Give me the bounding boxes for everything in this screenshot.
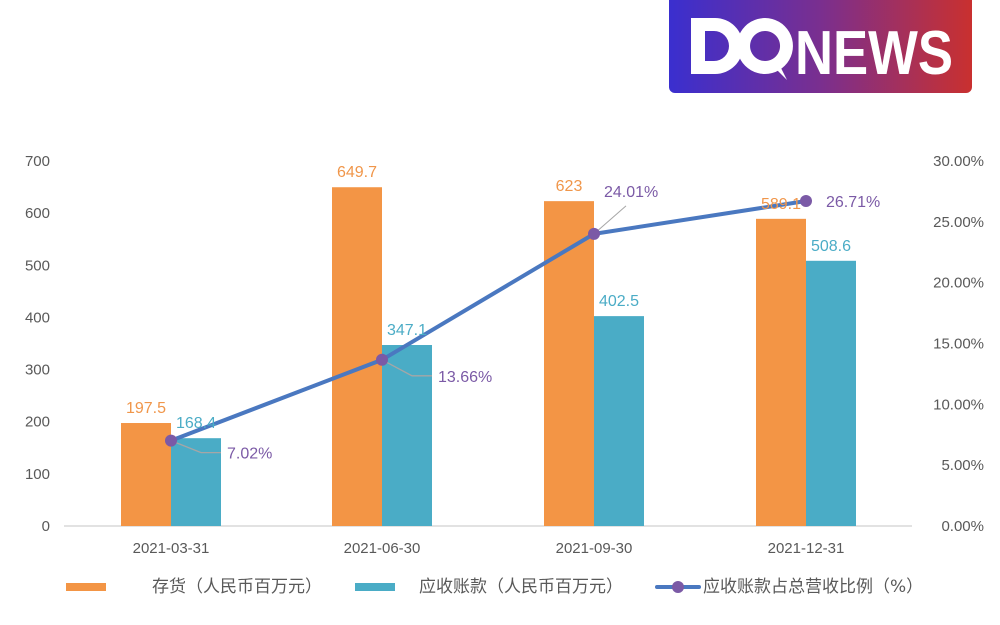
data-label-ratio: 13.66%: [438, 369, 492, 386]
right-axis-ticks: 0.00% 5.00% 10.00% 15.00% 20.00% 25.00% 30.00%: [933, 153, 984, 535]
legend-label-ratio: 应收账款占总营收比例（%）: [703, 577, 924, 597]
bar-receivables: [382, 345, 432, 526]
left-tick-label: 600: [25, 205, 50, 222]
left-tick-label: 200: [25, 414, 50, 431]
bars: [121, 187, 856, 527]
legend-swatch-receivables: [355, 583, 395, 591]
dqnews-logo: NEWS: [669, 0, 972, 93]
ratio-marker: [165, 434, 177, 447]
x-tick-label: 2021-09-30: [556, 540, 633, 557]
x-tick-label: 2021-12-31: [768, 540, 845, 557]
bar-inventory: [332, 187, 382, 527]
left-axis-ticks: 0 100 200 300 400 500 600 700: [25, 153, 50, 535]
ratio-marker: [376, 353, 388, 366]
right-tick-label: 0.00%: [941, 518, 984, 535]
data-labels: 197.5 168.4 649.7 347.1 623 402.5 589.1 508.6 7.…: [126, 164, 880, 462]
left-tick-label: 300: [25, 362, 50, 379]
data-label-receivables: 168.4: [176, 415, 216, 432]
bar-inventory: [544, 201, 594, 526]
bar-receivables: [806, 260, 856, 526]
left-tick-label: 100: [25, 466, 50, 483]
data-label-receivables: 402.5: [599, 293, 639, 310]
bar-inventory: [121, 423, 171, 526]
bar-receivables: [594, 316, 644, 526]
x-tick-label: 2021-06-30: [344, 540, 421, 557]
right-tick-label: 20.00%: [933, 275, 984, 292]
legend: 存货（人民币百万元） 应收账款（人民币百万元） 应收账款占总营收比例（%）: [0, 572, 1000, 602]
x-axis-ticks: 2021-03-31 2021-06-30 2021-09-30 2021-12-31: [133, 540, 845, 557]
ratio-line: [165, 195, 812, 447]
svg-text:NEWS: NEWS: [795, 19, 953, 88]
ratio-line-path: [170, 199, 807, 443]
x-tick-label: 2021-03-31: [133, 540, 210, 557]
left-tick-label: 0: [42, 518, 50, 535]
logo-mark: NEWS: [691, 18, 953, 88]
ratio-marker: [800, 195, 812, 208]
data-label-inventory: 623: [556, 178, 583, 195]
combo-chart: 0 100 200 300 400 500 600 700 0.00% 5.00% 10.00% 1…: [25, 153, 984, 557]
data-label-receivables: 508.6: [811, 238, 851, 255]
legend-marker-ratio: [672, 581, 684, 593]
leader-line: [381, 359, 432, 377]
bar-receivables: [171, 438, 221, 526]
data-label-inventory: 197.5: [126, 400, 166, 417]
label-leader-lines: [170, 205, 627, 454]
data-label-receivables: 347.1: [387, 322, 427, 339]
left-tick-label: 500: [25, 257, 50, 274]
right-tick-label: 30.00%: [933, 153, 984, 170]
data-label-inventory: 589.1: [761, 196, 801, 213]
right-tick-label: 5.00%: [941, 457, 984, 474]
data-label-inventory: 649.7: [337, 164, 377, 181]
ratio-marker: [588, 227, 600, 240]
left-tick-label: 700: [25, 153, 50, 170]
right-tick-label: 25.00%: [933, 214, 984, 231]
data-label-ratio: 24.01%: [604, 184, 658, 201]
leader-line: [593, 205, 627, 235]
legend-label-inventory: 存货（人民币百万元）: [152, 577, 322, 597]
leader-line: [170, 439, 221, 454]
legend-swatch-inventory: [66, 583, 106, 591]
data-label-ratio: 7.02%: [227, 446, 272, 463]
data-label-ratio: 26.71%: [826, 194, 880, 211]
right-tick-label: 10.00%: [933, 396, 984, 413]
left-tick-label: 400: [25, 309, 50, 326]
right-tick-label: 15.00%: [933, 336, 984, 353]
bar-inventory: [756, 218, 806, 527]
legend-label-receivables: 应收账款（人民币百万元）: [419, 577, 623, 597]
